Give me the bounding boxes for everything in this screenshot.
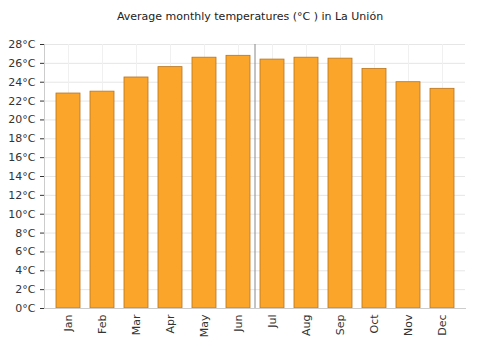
svg-text:Sep: Sep xyxy=(334,314,347,335)
svg-text:2°C: 2°C xyxy=(15,283,35,296)
svg-text:Nov: Nov xyxy=(402,314,415,336)
svg-text:Jun: Jun xyxy=(232,314,245,332)
svg-text:Dec: Dec xyxy=(436,315,449,336)
svg-text:28°C: 28°C xyxy=(8,38,35,51)
svg-text:Jan: Jan xyxy=(62,314,75,332)
svg-text:18°C: 18°C xyxy=(8,132,35,145)
svg-text:Aug: Aug xyxy=(300,315,313,336)
svg-text:24°C: 24°C xyxy=(8,76,35,89)
svg-text:4°C: 4°C xyxy=(15,264,35,277)
svg-text:8°C: 8°C xyxy=(15,227,35,240)
html-text:Average monthly temperatures (: Average monthly temperatures (°C ) in La… xyxy=(116,10,384,23)
svg-text:22°C: 22°C xyxy=(8,95,35,108)
svg-text:10°C: 10°C xyxy=(8,208,35,221)
svg-text:Feb: Feb xyxy=(96,314,109,333)
svg-text:20°C: 20°C xyxy=(8,113,35,126)
svg-text:Mar: Mar xyxy=(130,314,143,335)
svg-text:12°C: 12°C xyxy=(8,189,35,202)
svg-text:26°C: 26°C xyxy=(8,57,35,70)
svg-text:Oct: Oct xyxy=(368,314,381,334)
svg-text:May: May xyxy=(198,314,211,337)
svg-text:6°C: 6°C xyxy=(15,245,35,258)
svg-text:16°C: 16°C xyxy=(8,151,35,164)
svg-text:14°C: 14°C xyxy=(8,170,35,183)
svg-text:Jul: Jul xyxy=(266,315,279,329)
svg-text:0°C: 0°C xyxy=(15,302,35,315)
svg-text:Apr: Apr xyxy=(164,314,177,334)
